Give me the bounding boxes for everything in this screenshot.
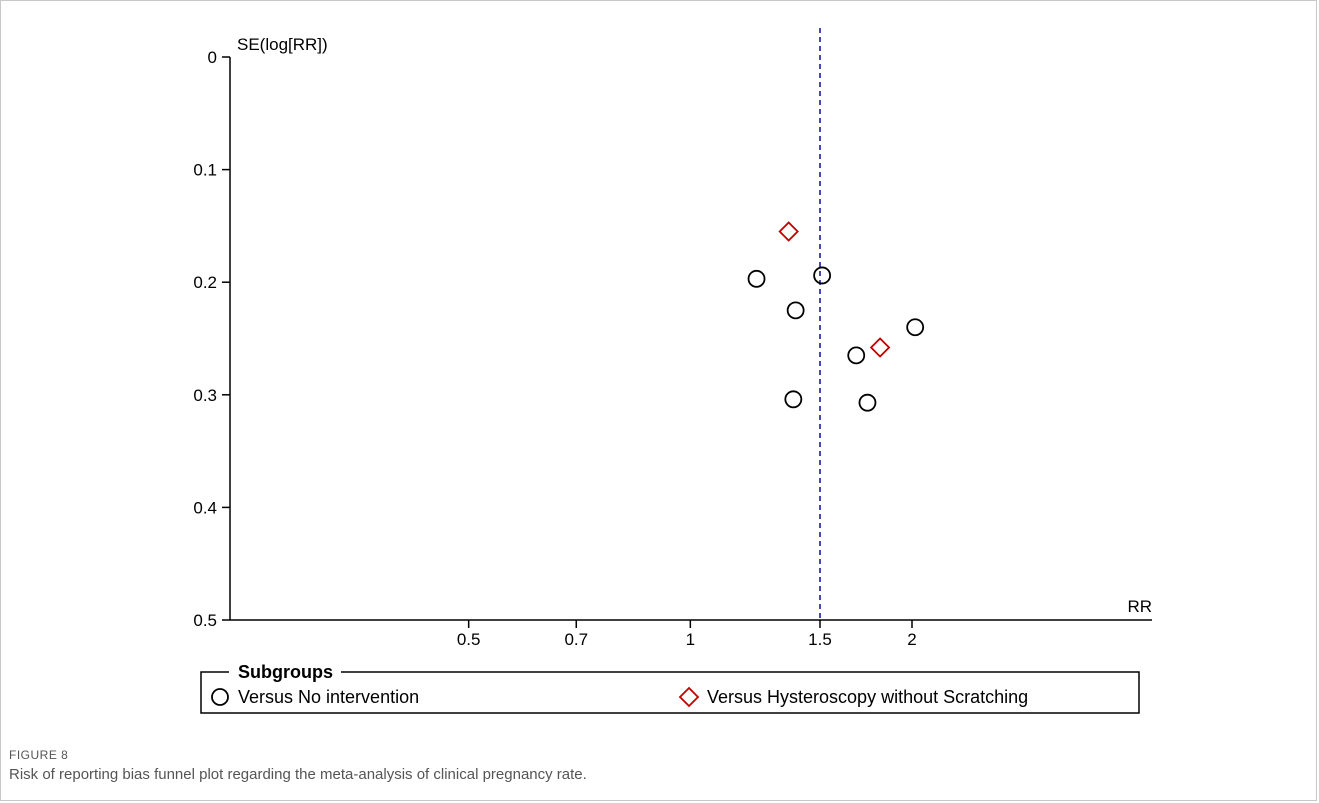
y-tick-label: 0.5 (193, 611, 217, 630)
y-tick-label: 0.3 (193, 386, 217, 405)
diamond-point (780, 223, 798, 241)
x-tick-label: 0.5 (457, 630, 481, 649)
axes: 0 0.1 0.2 0.3 0.4 0.5 SE(log[RR]) 0.5 0.7 1 1.5 2 RR (193, 35, 1152, 649)
circle-point (749, 271, 765, 287)
funnel-plot: 0 0.1 0.2 0.3 0.4 0.5 SE(log[RR]) 0.5 0.7 1 1.5 2 RR… (0, 0, 1319, 740)
diamond-point (871, 339, 889, 357)
x-tick-label: 1.5 (808, 630, 832, 649)
figure-caption: Risk of reporting bias funnel plot regar… (9, 766, 587, 783)
circle-point (848, 347, 864, 363)
legend-diamond-icon (680, 688, 698, 706)
circle-point (785, 391, 801, 407)
legend-title: Subgroups (238, 662, 333, 682)
x-axis-label: RR (1127, 597, 1152, 616)
y-tick-label: 0.4 (193, 498, 217, 517)
y-axis-label: SE(log[RR]) (237, 35, 328, 54)
legend-circle-icon (212, 689, 228, 705)
legend-entry-no-intervention: Versus No intervention (238, 687, 419, 707)
circle-point (814, 267, 830, 283)
x-tick-label: 1 (686, 630, 695, 649)
circle-point (907, 319, 923, 335)
x-tick-label: 2 (907, 630, 916, 649)
legend: Subgroups Versus No intervention Versus Hy… (201, 662, 1139, 713)
legend-entry-hysteroscopy: Versus Hysteroscopy without Scratching (707, 687, 1028, 707)
y-tick-label: 0.2 (193, 273, 217, 292)
x-tick-label: 0.7 (564, 630, 588, 649)
circle-point (788, 302, 804, 318)
circle-point (859, 395, 875, 411)
y-tick-label: 0 (208, 48, 217, 67)
figure-label: FIGURE 8 (9, 748, 68, 762)
y-tick-label: 0.1 (193, 161, 217, 180)
data-points (749, 223, 924, 411)
